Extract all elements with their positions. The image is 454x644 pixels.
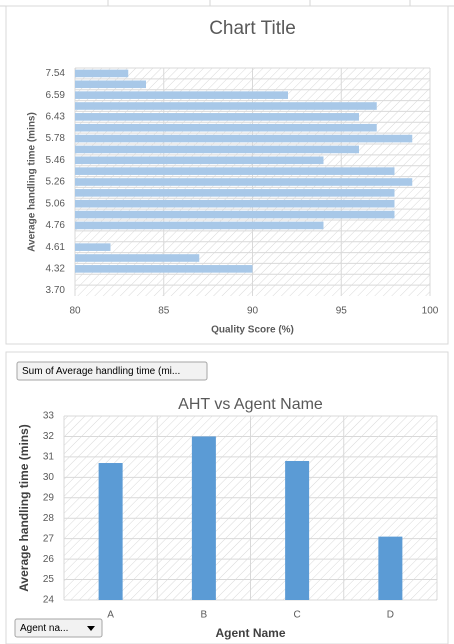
y-tick-label: 33 [43,411,55,422]
y-tick-label: 6.43 [46,111,66,122]
x-tick-label: 90 [247,306,259,317]
y-tick-label: 31 [43,452,55,463]
x-tick-label: C [294,610,301,621]
bar [378,536,403,600]
chart-2: 24 25 26 27 28 29 30 31 32 33 A B C D AHT vs Agent Nam… [17,396,438,640]
value-field-button-label[interactable]: Sum of Average handling time (mi... [22,366,180,377]
x-tick-label: B [201,610,208,621]
bar [75,265,253,273]
x-tick-label: 80 [69,306,81,317]
chart-1: 80 85 90 95 100 7.54 6.59 6.43 5.78 5.46 5.26 5.06 4… [27,18,439,336]
x-tick-label: 85 [158,306,170,317]
x-tick-label: 95 [336,306,348,317]
y-tick-label: 27 [43,533,55,544]
y-tick-label: 3.70 [46,285,66,296]
bar [75,189,395,197]
chart-title: AHT vs Agent Name [178,396,323,413]
bar [75,210,395,219]
y-tick-label: 6.59 [46,90,66,101]
chart-title: Chart Title [209,18,296,39]
bar [75,254,200,262]
bar [75,69,129,78]
x-axis-label: Agent Name [215,626,285,640]
bar [75,221,324,230]
x-tick-label: D [387,610,394,621]
bar [75,80,146,89]
bar [75,199,395,208]
bar [75,123,377,132]
bar [98,463,123,600]
y-tick-label: 7.54 [46,68,66,79]
axis-field-button[interactable] [14,618,103,638]
bar [75,145,359,154]
y-tick-label: 4.32 [46,263,66,274]
y-tick-label: 5.06 [46,198,66,209]
dropdown-arrow[interactable] [87,626,95,631]
y-tick-label: 32 [43,431,55,442]
y-tick-label: 5.78 [46,133,66,144]
y-tick-label: 4.61 [46,242,66,253]
bar [75,113,359,121]
axis-field-button-label[interactable]: Agent na... [20,623,68,634]
y-tick-label: 25 [43,574,55,585]
bar [285,460,310,600]
y-tick-label: 29 [43,492,55,503]
y-tick-label: 30 [43,472,55,483]
y-tick-label: 24 [43,595,55,606]
y-tick-label: 26 [43,554,55,565]
y-axis-label: Average handling time (mins) [17,424,31,592]
bar [75,102,377,110]
x-tick-label: A [107,610,114,621]
bar [75,167,395,175]
x-tick-label: 100 [422,306,439,317]
y-tick-label: 5.26 [46,177,66,188]
y-tick-label: 5.46 [46,155,66,166]
y-tick-label: 4.76 [46,220,66,231]
value-field-button[interactable] [16,361,208,381]
bar [75,91,288,99]
x-axis-label: Quality Score (%) [211,325,294,336]
bar [191,436,216,600]
bar [75,134,413,143]
bar [75,178,413,186]
bar [75,156,324,165]
y-tick-label: 28 [43,513,55,524]
bar [75,243,111,251]
y-axis-label: Average handling time (mins) [27,112,38,252]
